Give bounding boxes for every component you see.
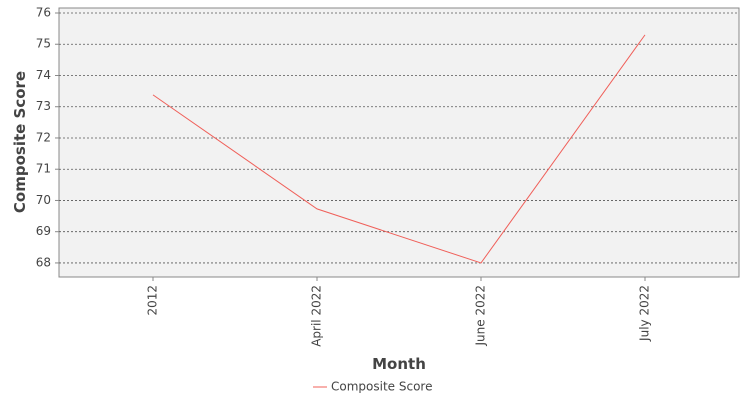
x-tick-label: 2012 bbox=[146, 285, 160, 316]
y-tick-label: 75 bbox=[36, 37, 51, 51]
data-line bbox=[152, 34, 646, 264]
y-tick-label: 69 bbox=[36, 224, 51, 238]
y-tick-label: 72 bbox=[36, 130, 51, 144]
x-tick-label: July 2022 bbox=[638, 285, 652, 342]
y-tick-label: 76 bbox=[36, 5, 51, 19]
x-tick-label: June 2022 bbox=[474, 285, 488, 347]
y-tick-label: 68 bbox=[36, 255, 51, 269]
y-tick-label: 71 bbox=[36, 162, 51, 176]
x-axis-title: Month bbox=[372, 355, 426, 373]
y-tick-label: 73 bbox=[36, 99, 51, 113]
y-axis-title: Composite Score bbox=[11, 71, 29, 213]
plot-area bbox=[58, 7, 740, 278]
y-tick-label: 74 bbox=[36, 68, 51, 82]
y-tick-label: 70 bbox=[36, 193, 51, 207]
legend-label: Composite Score bbox=[331, 380, 432, 394]
x-tick-label: April 2022 bbox=[310, 285, 324, 347]
